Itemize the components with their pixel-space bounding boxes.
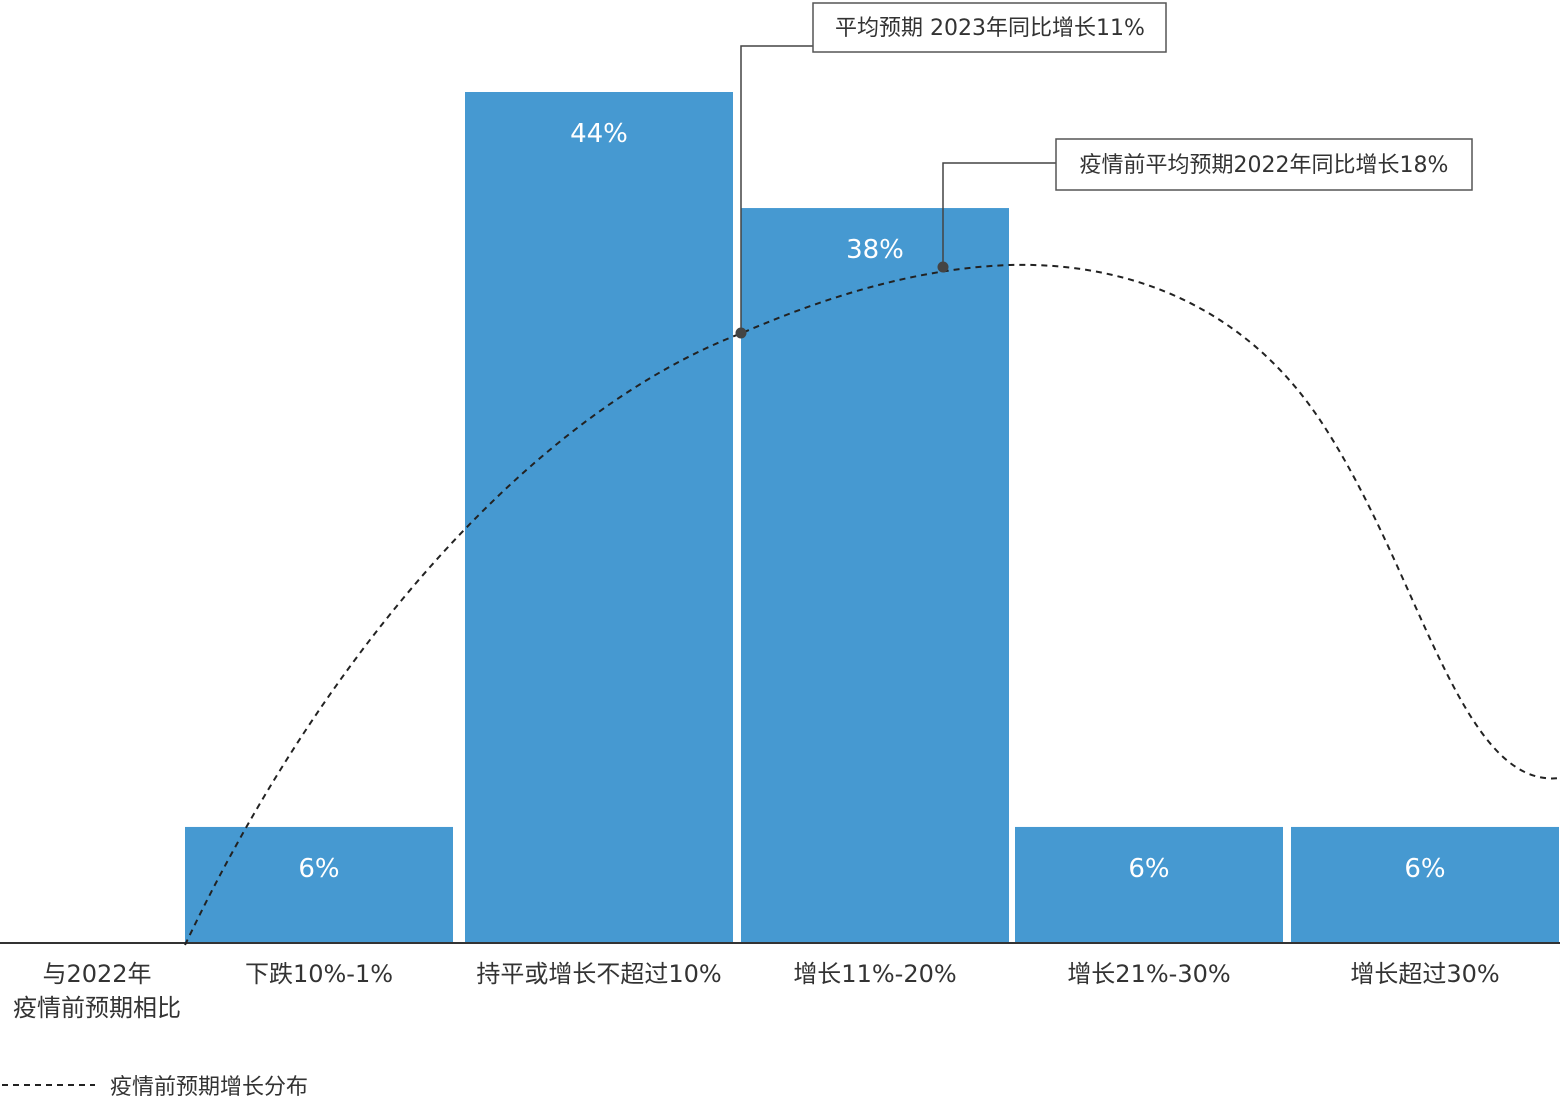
legend: 疫情前预期增长分布 [2,1075,308,1100]
category-label: 持平或增长不超过10% [476,960,721,988]
annotation-text: 疫情前平均预期2022年同比增长18% [1080,153,1449,178]
bar-value-label: 44% [570,119,628,149]
category-label: 增长11%-20% [793,960,956,988]
annotation-marker [735,327,747,339]
annotation-text: 平均预期 2023年同比增长11% [835,16,1145,41]
annotation-leader-line [942,162,1056,267]
row-label-line-2: 疫情前预期相比 [13,994,181,1022]
annotation-avg-2023: 平均预期 2023年同比增长11% [735,2,1167,339]
annotation-avg-precovid: 疫情前平均预期2022年同比增长18% [937,138,1473,273]
annotation-box [812,2,1167,53]
annotation-box [1055,138,1473,191]
bar-3 [741,208,1009,943]
category-label: 增长21%-30% [1067,960,1230,988]
bar-value-label: 6% [1404,854,1445,884]
annotation-leader-line [740,45,813,333]
category-label: 下跌10%-1% [245,960,393,988]
bar-4 [1015,826,1283,943]
bar-1 [185,826,453,943]
labels-layer: 6% 下跌10%-1% 44% 持平或增长不超过10% 38% 增长11%-20% 6% 增长… [245,119,1500,988]
bars-layer [185,92,1559,943]
category-label: 增长超过30% [1350,960,1499,988]
bar-2 [465,92,733,943]
bar-value-label: 6% [1128,854,1169,884]
bar-value-label: 38% [846,235,904,265]
row-label-line-1: 与2022年 [42,960,151,988]
bar-value-label: 6% [298,854,339,884]
bar-5 [1291,826,1559,943]
legend-label: 疫情前预期增长分布 [110,1075,308,1100]
annotation-marker [937,261,949,273]
